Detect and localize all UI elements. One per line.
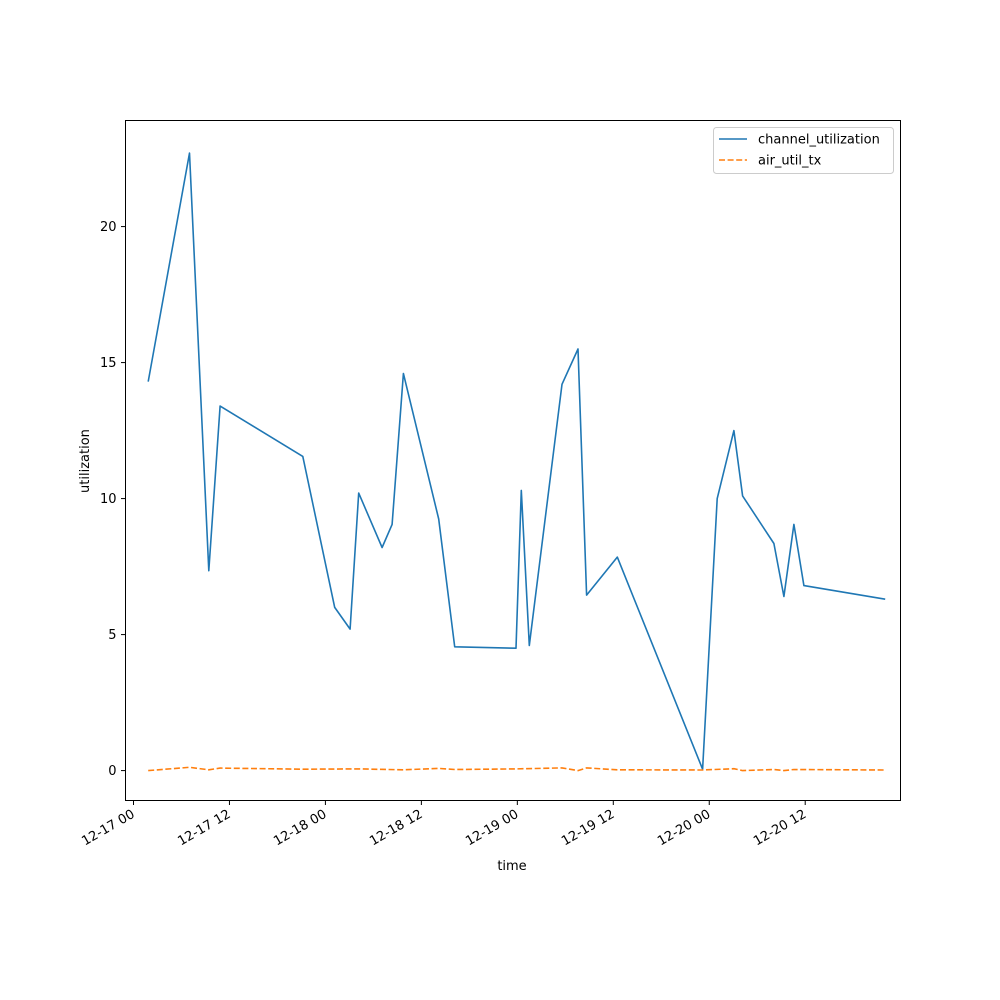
legend: channel_utilization air_util_tx — [713, 127, 894, 174]
y-tick-label: 5 — [108, 628, 116, 643]
y-tick-label: 0 — [108, 764, 116, 779]
plot-frame — [125, 120, 901, 801]
series-line-channel-utilization — [147, 152, 886, 770]
x-axis-label: time — [497, 859, 526, 874]
series-line-air-util-tx — [148, 766, 886, 772]
y-tick-label: 20 — [100, 220, 117, 235]
y-tick-label: 15 — [100, 356, 117, 371]
series-lines — [147, 152, 886, 772]
y-tick-label: 10 — [100, 492, 117, 507]
legend-label: channel_utilization — [758, 133, 880, 148]
legend-label: air_util_tx — [758, 154, 822, 169]
legend-box — [713, 127, 894, 174]
y-axis-label: utilization — [78, 429, 93, 493]
